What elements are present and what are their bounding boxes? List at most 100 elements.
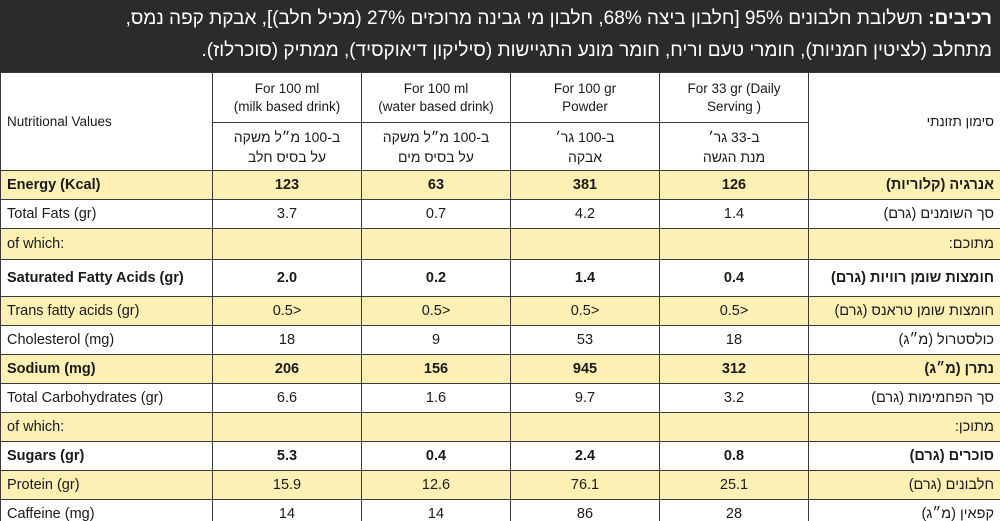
cell-value: 1.4 (510, 259, 660, 297)
cell-value: 0.4 (361, 441, 511, 471)
row-label-en: Cholesterol (mg) (0, 325, 213, 355)
cell-value: 12.6 (361, 470, 511, 500)
column-header-milk-he: ב-100 מ״ל משקה על בסיס חלב (212, 122, 362, 171)
row-label-en: of which: (0, 228, 213, 260)
cell-value: 3.7 (212, 199, 362, 229)
column-header-row-english: Nutritional Values For 100 ml (milk based… (0, 72, 1000, 171)
cell-value: 123 (212, 170, 362, 200)
cell-value: 6.6 (212, 383, 362, 413)
cell-value (659, 228, 809, 260)
cell-value: 86 (510, 499, 660, 521)
cell-value: 206 (212, 354, 362, 384)
row-label-en: Energy (Kcal) (0, 170, 213, 200)
row-label-he: מתוכם: (808, 228, 1000, 260)
row-label-he: מתוכן: (808, 412, 1000, 442)
cell-value (510, 412, 660, 442)
cell-value: 0.5> (361, 296, 511, 326)
row-label-en: Total Carbohydrates (gr) (0, 383, 213, 413)
nutrition-table: Nutritional Values For 100 ml (milk based… (0, 72, 1000, 521)
row-trans-fatty-acids: Trans fatty acids (gr) 0.5> 0.5> 0.5> 0.… (0, 296, 1000, 326)
cell-value: 9 (361, 325, 511, 355)
cell-value: 14 (361, 499, 511, 521)
row-of-which-carbs: of which: מתוכן: (0, 412, 1000, 442)
column-header-serving-en: For 33 gr (Daily Serving ) (659, 72, 809, 123)
row-cholesterol: Cholesterol (mg) 18 9 53 18 כולסטרול (מ״… (0, 325, 1000, 355)
row-label-he: קפאין (מ״ג) (808, 499, 1000, 521)
cell-value: 5.3 (212, 441, 362, 471)
row-label-he: חומצות שומן טראנס (גרם) (808, 296, 1000, 326)
cell-value: 0.2 (361, 259, 511, 297)
cell-value: 76.1 (510, 470, 660, 500)
ingredients-label: רכיבים: (928, 8, 992, 29)
cell-value: 0.8 (659, 441, 809, 471)
cell-value (212, 228, 362, 260)
cell-value: 9.7 (510, 383, 660, 413)
cell-value: 2.0 (212, 259, 362, 297)
row-label-he: אנרגיה (קלוריות) (808, 170, 1000, 200)
cell-value: 312 (659, 354, 809, 384)
row-saturated-fatty-acids: Saturated Fatty Acids (gr) 2.0 0.2 1.4 0… (0, 259, 1000, 297)
cell-value: 381 (510, 170, 660, 200)
row-label-en: Total Fats (gr) (0, 199, 213, 229)
row-label-he: סך השומנים (גרם) (808, 199, 1000, 229)
row-sugars: Sugars (gr) 5.3 0.4 2.4 0.8 סוכרים (גרם) (0, 441, 1000, 471)
row-label-he: נתרן (מ״ג) (808, 354, 1000, 384)
cell-value: 156 (361, 354, 511, 384)
cell-value: 0.7 (361, 199, 511, 229)
row-label-he: חומצות שומן רוויות (גרם) (808, 259, 1000, 297)
cell-value: 18 (659, 325, 809, 355)
cell-value: 945 (510, 354, 660, 384)
cell-value: 18 (212, 325, 362, 355)
cell-value: 1.4 (659, 199, 809, 229)
row-label-he: חלבונים (גרם) (808, 470, 1000, 500)
column-header-milk-en: For 100 ml (milk based drink) (212, 72, 362, 123)
cell-value: 53 (510, 325, 660, 355)
nutritional-values-label: Nutritional Values (0, 72, 213, 171)
cell-value: 15.9 (212, 470, 362, 500)
cell-value: 1.6 (361, 383, 511, 413)
ingredients-header: רכיבים: תשלובת חלבונים 95% [חלבון ביצה 6… (0, 0, 1000, 72)
column-header-water-en: For 100 ml (water based drink) (361, 72, 511, 123)
row-label-en: Trans fatty acids (gr) (0, 296, 213, 326)
cell-value (361, 228, 511, 260)
cell-value: 0.5> (510, 296, 660, 326)
column-header-powder-he: ב-100 גר׳ אבקה (510, 122, 660, 171)
row-label-en: of which: (0, 412, 213, 442)
cell-value (510, 228, 660, 260)
row-label-en: Protein (gr) (0, 470, 213, 500)
cell-value (361, 412, 511, 442)
cell-value (212, 412, 362, 442)
row-label-he: כולסטרול (מ״ג) (808, 325, 1000, 355)
cell-value (659, 412, 809, 442)
row-label-he: סוכרים (גרם) (808, 441, 1000, 471)
cell-value: 3.2 (659, 383, 809, 413)
column-header-water-he: ב-100 מ״ל משקה על בסיס מים (361, 122, 511, 171)
cell-value: 0.5> (659, 296, 809, 326)
row-label-en: Sodium (mg) (0, 354, 213, 384)
cell-value: 14 (212, 499, 362, 521)
row-label-en: Sugars (gr) (0, 441, 213, 471)
ingredients-text-1: תשלובת חלבונים 95% [חלבון ביצה 68%, חלבו… (125, 8, 929, 29)
cell-value: 25.1 (659, 470, 809, 500)
row-sodium: Sodium (mg) 206 156 945 312 נתרן (מ״ג) (0, 354, 1000, 384)
row-protein: Protein (gr) 15.9 12.6 76.1 25.1 חלבונים… (0, 470, 1000, 500)
cell-value: 2.4 (510, 441, 660, 471)
column-header-powder-en: For 100 gr Powder (510, 72, 660, 123)
row-total-carbohydrates: Total Carbohydrates (gr) 6.6 1.6 9.7 3.2… (0, 383, 1000, 413)
row-total-fats: Total Fats (gr) 3.7 0.7 4.2 1.4 סך השומנ… (0, 199, 1000, 229)
column-header-serving-he: ב-33 גר׳ מנת הגשה (659, 122, 809, 171)
nutritional-values-label-hebrew: סימון תזונתי (808, 72, 1000, 171)
cell-value: 0.4 (659, 259, 809, 297)
cell-value: 63 (361, 170, 511, 200)
row-label-he: סך הפחמימות (גרם) (808, 383, 1000, 413)
row-caffeine: Caffeine (mg) 14 14 86 28 קפאין (מ״ג) (0, 499, 1000, 521)
ingredients-line-1: רכיבים: תשלובת חלבונים 95% [חלבון ביצה 6… (8, 3, 992, 35)
cell-value: 126 (659, 170, 809, 200)
row-of-which-fats: of which: מתוכם: (0, 228, 1000, 260)
ingredients-line-2: מתחלב (לציטין חמניות), חומרי טעם וריח, ח… (201, 40, 992, 61)
row-label-en: Caffeine (mg) (0, 499, 213, 521)
cell-value: 4.2 (510, 199, 660, 229)
row-label-en: Saturated Fatty Acids (gr) (0, 259, 213, 297)
cell-value: 28 (659, 499, 809, 521)
row-energy: Energy (Kcal) 123 63 381 126 אנרגיה (קלו… (0, 170, 1000, 200)
